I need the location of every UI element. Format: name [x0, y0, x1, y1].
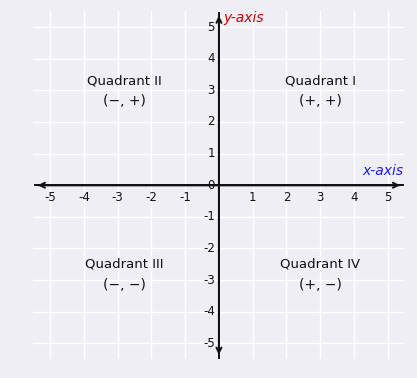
Text: (+, +): (+, +)	[299, 94, 342, 108]
Text: 5: 5	[384, 191, 391, 204]
Text: 0: 0	[208, 179, 215, 192]
Text: (−, −): (−, −)	[103, 278, 146, 292]
Text: -4: -4	[203, 305, 215, 318]
Text: -3: -3	[112, 191, 123, 204]
Text: Quadrant III: Quadrant III	[85, 258, 164, 271]
Text: 2: 2	[283, 191, 290, 204]
Text: -2: -2	[203, 242, 215, 255]
Text: Quadrant II: Quadrant II	[87, 74, 162, 87]
Text: -4: -4	[78, 191, 90, 204]
Text: -5: -5	[203, 337, 215, 350]
Text: -3: -3	[203, 274, 215, 287]
Text: 4: 4	[207, 52, 215, 65]
Text: Quadrant I: Quadrant I	[285, 74, 356, 87]
Text: x-axis: x-axis	[362, 164, 404, 178]
Text: 1: 1	[207, 147, 215, 160]
Text: -1: -1	[179, 191, 191, 204]
Text: 5: 5	[208, 21, 215, 34]
Text: 4: 4	[350, 191, 358, 204]
Text: 2: 2	[207, 116, 215, 129]
Text: y-axis: y-axis	[223, 11, 264, 25]
Text: Quadrant IV: Quadrant IV	[280, 258, 360, 271]
Text: (−, +): (−, +)	[103, 94, 146, 108]
Text: 3: 3	[317, 191, 324, 204]
Text: 3: 3	[208, 84, 215, 97]
Text: -2: -2	[146, 191, 157, 204]
Text: (+, −): (+, −)	[299, 278, 342, 292]
Text: -5: -5	[44, 191, 56, 204]
Text: -1: -1	[203, 210, 215, 223]
Text: 1: 1	[249, 191, 256, 204]
